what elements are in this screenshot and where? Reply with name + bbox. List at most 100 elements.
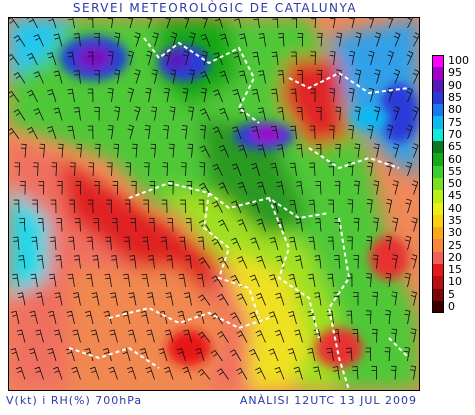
legend-tick-label: 55 [448, 164, 462, 178]
wind-barb [187, 106, 194, 121]
wind-barb [162, 162, 169, 177]
wind-barb [53, 329, 63, 343]
wind-barb [327, 273, 334, 288]
wind-barb [110, 292, 118, 306]
legend-tick-label: 65 [448, 140, 462, 154]
wind-barb [177, 310, 186, 325]
wind-barb [48, 310, 57, 325]
wind-barb [410, 254, 418, 269]
wind-barb [181, 125, 188, 140]
wind-barb [87, 18, 94, 29]
wind-barb [14, 162, 21, 177]
wind-barb [367, 124, 374, 140]
wind-barb [214, 18, 223, 29]
wind-barb [47, 348, 57, 362]
wind-barb [152, 32, 159, 47]
wind-barb [47, 89, 57, 103]
wind-barb [71, 366, 81, 380]
legend-swatch [432, 177, 444, 191]
wind-barb [212, 126, 223, 140]
wind-barb [329, 88, 336, 103]
wind-barb [182, 366, 192, 380]
wind-barb [387, 18, 394, 29]
wind-barb [39, 143, 46, 158]
wind-barb [367, 161, 374, 177]
wind-barb [128, 292, 137, 306]
wind-barb [210, 349, 223, 362]
wind-barb [38, 181, 45, 195]
wind-barb [36, 255, 44, 269]
wind-barb [405, 198, 412, 214]
legend-entry: 85 [432, 92, 472, 105]
wind-barb [255, 292, 266, 306]
wind-barb [13, 71, 26, 84]
wind-barb [333, 329, 340, 343]
wind-barb [145, 87, 152, 103]
legend-entry: 30 [432, 227, 472, 240]
wind-barb [329, 18, 336, 29]
wind-barb [386, 87, 394, 103]
wind-barb [288, 236, 297, 251]
wind-barb [9, 127, 20, 140]
wind-barb [182, 50, 190, 66]
wind-barb [270, 125, 279, 140]
wind-barb [199, 145, 211, 158]
legend-entry: 0 [432, 301, 472, 314]
wind-barb [372, 217, 379, 232]
wind-barb [51, 162, 58, 177]
wind-barb [106, 199, 112, 214]
wind-barb [348, 87, 355, 103]
wind-barb [237, 181, 248, 195]
wind-barb [145, 50, 153, 66]
wind-barb [15, 366, 26, 380]
wind-barb [216, 368, 229, 380]
wind-barb [47, 52, 57, 66]
wind-barb [67, 18, 75, 29]
wind-barb [127, 87, 135, 103]
wind-barb [110, 255, 118, 269]
wind-barb [87, 51, 94, 66]
legend-tick-label: 50 [448, 177, 462, 191]
legend-swatch [432, 116, 444, 129]
wind-barb [69, 199, 75, 214]
legend-tick-label: 25 [448, 238, 462, 252]
wind-barb [249, 274, 260, 288]
wind-barb [73, 255, 81, 269]
humidity-wind-map [8, 17, 420, 391]
wind-barb [143, 162, 150, 177]
wind-barb [163, 125, 170, 140]
legend-entry: 60 [432, 153, 472, 166]
wind-barb [253, 18, 260, 29]
wind-barb [184, 255, 192, 269]
wind-barb [334, 180, 341, 195]
wind-barb [73, 70, 81, 84]
wind-barb [309, 162, 316, 177]
wind-barb [94, 69, 100, 84]
wind-barb [114, 32, 121, 47]
wind-barb [385, 273, 392, 288]
wind-barb [11, 273, 20, 288]
wind-barb [256, 255, 266, 269]
wind-barb [392, 217, 399, 232]
wind-barb [229, 349, 242, 362]
wind-barb [353, 254, 359, 269]
wind-barb [54, 292, 63, 306]
wind-barb [257, 144, 266, 158]
wind-barb [53, 33, 63, 47]
wind-barb [269, 237, 279, 251]
legend-swatch [432, 165, 444, 178]
wind-barb [314, 292, 322, 306]
wind-barb [355, 32, 362, 47]
wind-barb [127, 50, 135, 66]
wind-barb [111, 218, 118, 232]
wind-barb [374, 32, 382, 47]
wind-barb [26, 18, 38, 29]
wind-barb [278, 33, 285, 47]
wind-barb [406, 50, 414, 66]
legend-entry: 15 [432, 264, 472, 277]
wind-barb [410, 328, 417, 343]
wind-barb [88, 162, 95, 177]
wind-barb [411, 217, 418, 232]
wind-barb [219, 33, 229, 47]
wind-barb [235, 367, 248, 380]
